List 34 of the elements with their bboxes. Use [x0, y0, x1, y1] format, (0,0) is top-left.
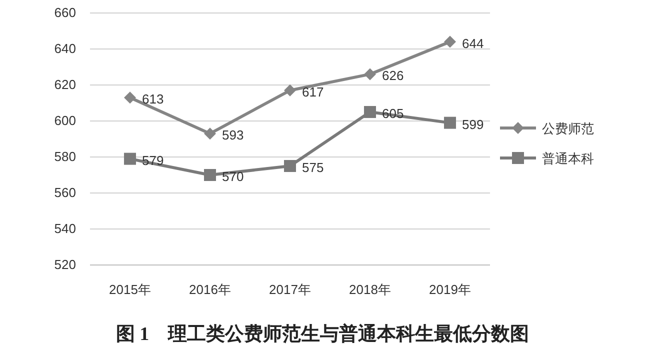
y-tick-label: 660: [54, 5, 76, 20]
x-tick-label: 2019年: [429, 282, 471, 297]
x-tick-label: 2017年: [269, 282, 311, 297]
data-label: 644: [462, 36, 484, 51]
data-label: 593: [222, 128, 244, 143]
data-label: 570: [222, 169, 244, 184]
data-label: 599: [462, 116, 484, 132]
x-tick-label: 2016年: [189, 282, 231, 297]
data-label: 575: [302, 160, 324, 175]
data-label: 626: [382, 68, 404, 84]
point: [124, 152, 136, 165]
y-tick-label: 640: [54, 41, 76, 56]
legend-label: 普通本科: [542, 151, 594, 166]
y-tick-label: 580: [54, 149, 76, 164]
point: [444, 36, 456, 48]
x-tick-label: 2015年: [109, 282, 151, 297]
x-tick-label: 2018年: [349, 282, 391, 297]
y-tick-label: 520: [54, 257, 76, 272]
point: [364, 68, 376, 80]
point: [124, 92, 136, 104]
y-tick-label: 540: [54, 221, 76, 236]
data-label: 613: [142, 92, 164, 107]
point: [284, 84, 296, 96]
point: [444, 116, 456, 129]
y-tick-label: 620: [54, 77, 76, 92]
point: [284, 160, 296, 172]
y-tick-label: 560: [54, 185, 76, 200]
text: 图 1 理工类公费师范生与普通本科生最低分数图: [116, 323, 530, 345]
point: [204, 128, 216, 140]
point: [364, 106, 376, 118]
legend-label: 公费师范: [542, 121, 594, 136]
y-tick-label: 600: [54, 113, 76, 128]
point: [204, 169, 216, 181]
data-label: 617: [302, 84, 324, 100]
